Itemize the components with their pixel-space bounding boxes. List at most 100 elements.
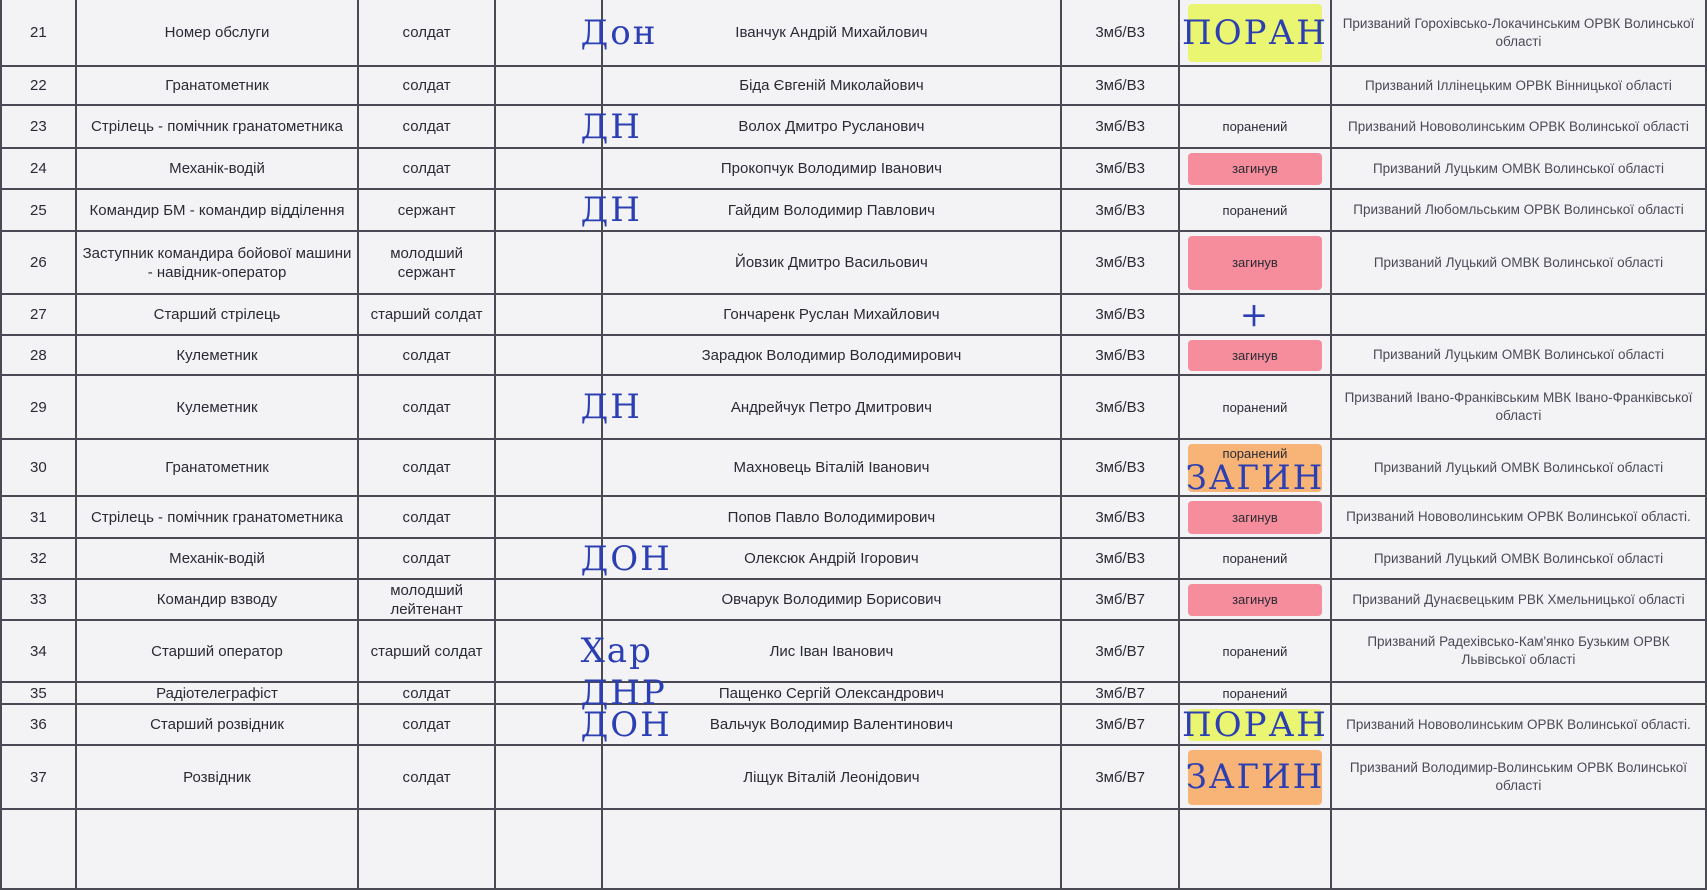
table-row: 28 Кулеметник солдат Зарадюк Володимир Воло… [0, 334, 1707, 376]
unit-cell: 3мб/В7 [1060, 681, 1180, 705]
table-row: 34 Старший оператор старший солдат Лис Іван… [0, 619, 1707, 683]
empty-cell [493, 334, 603, 376]
rank-cell: солдат [357, 334, 496, 376]
name-text: Лис Іван Іванович [769, 642, 894, 660]
note-cell: Призваний Володимир-Волинським ОРВК Воли… [1329, 744, 1707, 810]
name-cell: Гайдим Володимир Павлович ДН [581, 188, 1063, 232]
status-text: поранений [1222, 446, 1288, 461]
row-number: 21 [0, 0, 77, 67]
note-cell: Призваний Нововолинським ОРВК Волинської… [1329, 104, 1707, 149]
note-cell [1329, 808, 1707, 890]
handwritten-mark: ДНР [580, 673, 667, 713]
rank-cell: молодший лейтенант [357, 578, 496, 621]
highlight-marker [1187, 153, 1322, 185]
highlight-marker [1187, 340, 1322, 371]
note-cell: Призваний Іллінецьким ОРВК Вінницької об… [1329, 65, 1707, 106]
note-cell: Призваний Горохівсько-Локачинським ОРВК … [1329, 0, 1707, 67]
name-text: Попов Павло Володимирович [727, 508, 936, 526]
highlight-marker [1187, 709, 1322, 741]
status-cell: загинув [1177, 147, 1332, 190]
name-cell: Пащенко Сергій Олександрович ДНР [581, 676, 1063, 710]
row-number: 29 [0, 374, 77, 440]
unit-cell: 3мб/В3 [1060, 65, 1180, 106]
name-cell: Біда Євгеній Миколайович [600, 65, 1063, 106]
status-cell [1177, 65, 1332, 106]
rank-cell: солдат [357, 147, 496, 190]
note-cell [1329, 293, 1707, 336]
name-cell: Зарадюк Володимир Володимирович [600, 334, 1063, 376]
table-row: 36 Старший розвідник солдат Вальчук Володим… [0, 703, 1707, 746]
note-cell: Призваний Любомльським ОРВК Волинської о… [1329, 188, 1707, 232]
row-number: 22 [0, 65, 77, 106]
rank-cell: солдат [357, 438, 496, 497]
empty-cell [493, 537, 603, 580]
name-cell: Вальчук Володимир Валентинович ДОН [581, 703, 1063, 746]
rank-cell: солдат [357, 0, 496, 67]
highlight-marker [1187, 501, 1322, 534]
name-cell: Овчарук Володимир Борисович [600, 578, 1063, 621]
handwritten-mark: ДН [580, 106, 642, 147]
name-cell [600, 808, 1063, 890]
row-number: 33 [0, 578, 77, 621]
name-cell: Андрейчук Петро Дмитрович ДН [581, 374, 1063, 440]
note-cell: Призваний Луцький ОМВК Волинської област… [1329, 537, 1707, 580]
empty-cell [493, 374, 603, 440]
name-cell: Гончаренк Руслан Михайлович [600, 293, 1063, 336]
name-cell: Попов Павло Володимирович [600, 495, 1063, 539]
rank-cell [357, 808, 496, 890]
name-text: Андрейчук Петро Дмитрович [730, 398, 932, 416]
unit-cell [1060, 808, 1180, 890]
unit-cell: 3мб/В3 [1060, 230, 1180, 295]
row-number: 36 [0, 703, 77, 746]
status-text: загинув [1232, 347, 1278, 363]
row-number: 32 [0, 537, 77, 580]
position-cell: Командир взводу [74, 578, 360, 621]
name-text: Гончаренк Руслан Михайлович [723, 306, 940, 323]
name-cell: Лис Іван Іванович Хар [581, 619, 1063, 683]
rank-cell: молодший сержант [357, 230, 496, 295]
position-cell: Механік-водій [74, 147, 360, 190]
empty-cell [493, 104, 603, 149]
position-cell [74, 808, 360, 890]
empty-cell [493, 65, 603, 106]
row-number: 23 [0, 104, 77, 149]
position-cell: Стрілець - помічник гранатометника [74, 495, 360, 539]
name-cell: Йовзик Дмитро Васильович [600, 230, 1063, 295]
table-row: 26 Заступник командира бойової машини - н… [0, 230, 1707, 295]
name-cell: Іванчук Андрій Михайлович Дон [581, 0, 1063, 67]
row-number: 25 [0, 188, 77, 232]
name-text: Махновець Віталій Іванович [733, 459, 930, 476]
table-row: 32 Механік-водій солдат Олексюк Андрій Ігор… [0, 537, 1707, 580]
name-cell: Ліщук Віталій Леонідович [600, 744, 1063, 810]
note-cell: Призваний Луцький ОМВК Волинської област… [1329, 438, 1707, 497]
note-cell: Призваний Луцький ОМВК Волинської област… [1329, 230, 1707, 295]
empty-cell [493, 681, 603, 705]
unit-cell: 3мб/В7 [1060, 619, 1180, 683]
status-text: загинув [1232, 161, 1278, 176]
note-cell: Призваний Нововолинським ОРВК Волинської… [1329, 703, 1707, 746]
name-text: Прокопчук Володимир Іванович [720, 160, 942, 177]
handwritten-status: + [1239, 294, 1271, 335]
highlight-marker [1187, 4, 1322, 62]
rank-cell: солдат [357, 744, 496, 810]
rank-cell: солдат [357, 537, 496, 580]
status-text: загинув [1232, 255, 1278, 270]
status-text: поранений [1222, 685, 1288, 701]
row-number: 28 [0, 334, 77, 376]
empty-cell [493, 230, 603, 295]
row-number: 37 [0, 744, 77, 810]
note-cell: Призваний Нововолинським ОРВК Волинської… [1329, 495, 1707, 539]
table-row: 33 Командир взводу молодший лейтенант Овчар… [0, 578, 1707, 621]
name-text: Йовзик Дмитро Васильович [735, 254, 928, 271]
rank-cell: солдат [357, 703, 496, 746]
unit-cell: 3мб/В7 [1060, 578, 1180, 621]
status-cell: поранений [1177, 681, 1332, 705]
status-text: поранений [1222, 551, 1288, 566]
name-text: Вальчук Володимир Валентинович [709, 716, 953, 733]
status-text: поранений [1222, 119, 1288, 134]
name-text: Олексюк Андрій Ігорович [744, 550, 919, 567]
position-cell: Старший оператор [74, 619, 360, 683]
name-cell: Волох Дмитро Русланович ДН [581, 104, 1063, 149]
unit-cell: 3мб/В3 [1060, 537, 1180, 580]
